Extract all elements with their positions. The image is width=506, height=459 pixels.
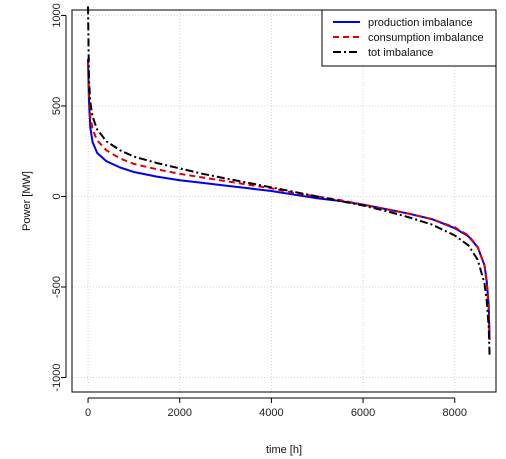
x-tick-label: 8000 bbox=[443, 407, 467, 419]
x-tick-label: 6000 bbox=[351, 407, 375, 419]
legend: production imbalance consumption imbalan… bbox=[321, 9, 497, 67]
x-tick-label: 4000 bbox=[259, 407, 283, 419]
series-line-1 bbox=[87, 62, 491, 342]
y-tick-label: -500 bbox=[51, 276, 63, 298]
legend-entry-production: production imbalance bbox=[368, 17, 473, 29]
y-tick-label: -1000 bbox=[51, 363, 63, 391]
x-tick-label: 0 bbox=[85, 407, 91, 419]
series-line-0 bbox=[87, 58, 491, 340]
x-axis-label: time [h] bbox=[266, 444, 302, 456]
y-axis-label: Power [MW] bbox=[21, 171, 33, 231]
legend-entry-tot: tot imbalance bbox=[368, 47, 433, 59]
y-tick-label: 500 bbox=[51, 97, 63, 115]
grid bbox=[72, 10, 496, 392]
y-tick-label: 0 bbox=[51, 193, 63, 199]
series-line-2 bbox=[87, 6, 491, 356]
series-lines bbox=[87, 6, 491, 356]
y-tick-label: 1000 bbox=[51, 3, 63, 27]
x-axis: 0 2000 4000 6000 8000 bbox=[85, 397, 467, 419]
y-axis: -1000 -500 0 500 1000 bbox=[51, 3, 67, 392]
legend-entry-consumption: consumption imbalance bbox=[368, 32, 484, 44]
x-tick-label: 2000 bbox=[167, 407, 191, 419]
legend-box bbox=[321, 9, 497, 67]
plot-border bbox=[71, 9, 497, 393]
